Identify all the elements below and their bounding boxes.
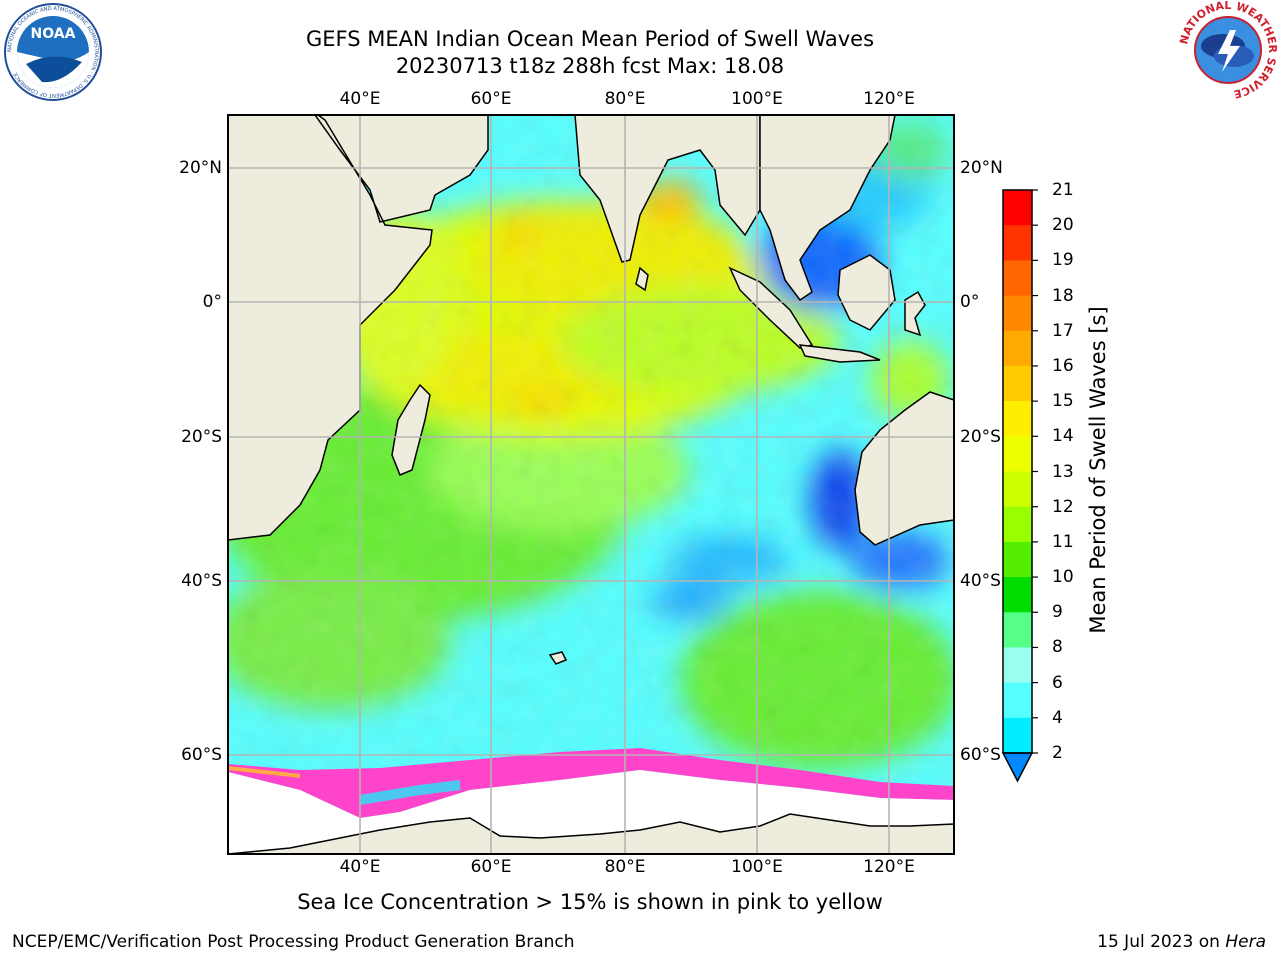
top-lon-label: 80°E: [604, 89, 646, 109]
colorbar-extend-min: [1001, 752, 1034, 783]
colorbar-tick-label: 13: [1052, 461, 1074, 482]
noaa-logo-text: NOAA: [31, 26, 76, 42]
left-lat-label: 0°: [202, 292, 222, 312]
colorbar-segment: [1003, 471, 1032, 508]
colorbar-segment: [1003, 365, 1032, 402]
colorbar-tick-label: 6: [1052, 672, 1063, 693]
land-borneo: [837, 254, 896, 331]
colorbar-tick-label: 20: [1052, 215, 1074, 236]
colorbar-tick-label: 18: [1052, 285, 1074, 306]
map-subtitle: 20230713 t18z 288h fcst Max: 18.08: [395, 54, 785, 78]
colorbar-tick-label: 16: [1052, 355, 1074, 376]
noaa-logo: NOAA NATIONAL OCEANIC AND ATMOSPHERIC AD…: [4, 3, 102, 101]
sea-ice-note: Sea Ice Concentration > 15% is shown in …: [297, 890, 883, 914]
colorbar-tick-label: 4: [1052, 707, 1063, 728]
left-lat-label: 20°N: [179, 158, 222, 178]
map-title: GEFS MEAN Indian Ocean Mean Period of Sw…: [305, 27, 875, 51]
colorbar-segment: [1003, 225, 1032, 261]
colorbar-segment: [1003, 717, 1032, 754]
colorbar-tick-label: 8: [1052, 637, 1063, 658]
colorbar-segment: [1003, 260, 1032, 297]
colorbar-segment: [1003, 682, 1032, 719]
left-lat-label: 20°S: [181, 427, 222, 447]
sea-ice: [228, 748, 954, 818]
colorbar-tick-label: 14: [1052, 426, 1074, 447]
colorbar-segment: [1003, 190, 1032, 226]
top-lon-label: 60°E: [470, 89, 512, 109]
land-java: [798, 344, 881, 363]
footer-date: 15 Jul 2023 on Hera: [1097, 932, 1266, 952]
bottom-lon-label: 40°E: [339, 857, 381, 877]
colorbar: [1001, 189, 1038, 783]
bottom-lon-label: 100°E: [731, 857, 783, 877]
land-sri-lanka: [635, 266, 649, 292]
colorbar-label: Mean Period of Swell Waves [s]: [1086, 306, 1110, 634]
colorbar-tick-label: 9: [1052, 602, 1063, 623]
colorbar-tick-label: 11: [1052, 531, 1074, 552]
colorbar-segment: [1003, 436, 1032, 473]
colorbar-tick-label: 15: [1052, 391, 1074, 412]
map-frame: [227, 114, 955, 855]
land-africa-arabia: [228, 115, 489, 541]
graticule: [228, 115, 954, 854]
right-lat-label: 0°: [960, 292, 980, 312]
land-southeast-asia: [759, 115, 896, 302]
land-madagascar: [391, 383, 431, 476]
colorbar-segment: [1003, 647, 1032, 684]
colorbar-tick-label: 19: [1052, 250, 1074, 271]
land-australia: [854, 391, 954, 546]
colorbar-segment: [1003, 506, 1032, 543]
colorbar-tick-label: 21: [1052, 180, 1074, 200]
right-lat-label: 40°S: [960, 571, 1001, 591]
colorbar-segment: [1003, 541, 1032, 578]
colorbar-segment: [1003, 612, 1032, 649]
right-lat-label: 20°N: [960, 158, 1003, 178]
top-lon-label: 40°E: [339, 89, 381, 109]
top-lon-label: 100°E: [731, 89, 783, 109]
right-lat-label: 20°S: [960, 427, 1001, 447]
nws-logo: NATIONAL WEATHER SERVICE: [1178, 0, 1278, 100]
bottom-lon-label: 80°E: [604, 857, 646, 877]
left-lat-label: 40°S: [181, 571, 222, 591]
footer-host: Hera: [1225, 932, 1266, 952]
left-lat-label: 60°S: [181, 745, 222, 765]
colorbar-tick-label: 12: [1052, 496, 1074, 517]
colorbar-segment: [1003, 295, 1032, 332]
bottom-lon-label: 60°E: [470, 857, 512, 877]
colorbar-segment: [1003, 330, 1032, 367]
bottom-lon-label: 120°E: [863, 857, 915, 877]
colorbar-tick-label: 17: [1052, 320, 1074, 341]
footer-credit: NCEP/EMC/Verification Post Processing Pr…: [12, 932, 575, 952]
colorbar-segment: [1003, 401, 1032, 437]
footer-date-text: 15 Jul 2023 on: [1097, 932, 1226, 952]
top-lon-label: 120°E: [863, 89, 915, 109]
right-lat-label: 60°S: [960, 745, 1001, 765]
land-kerguelen: [548, 651, 568, 665]
colorbar-segment: [1003, 577, 1032, 613]
land-antarctica: [228, 813, 954, 854]
colorbar-tick-label: 10: [1052, 567, 1074, 588]
colorbar-tick-label: 2: [1052, 743, 1063, 763]
